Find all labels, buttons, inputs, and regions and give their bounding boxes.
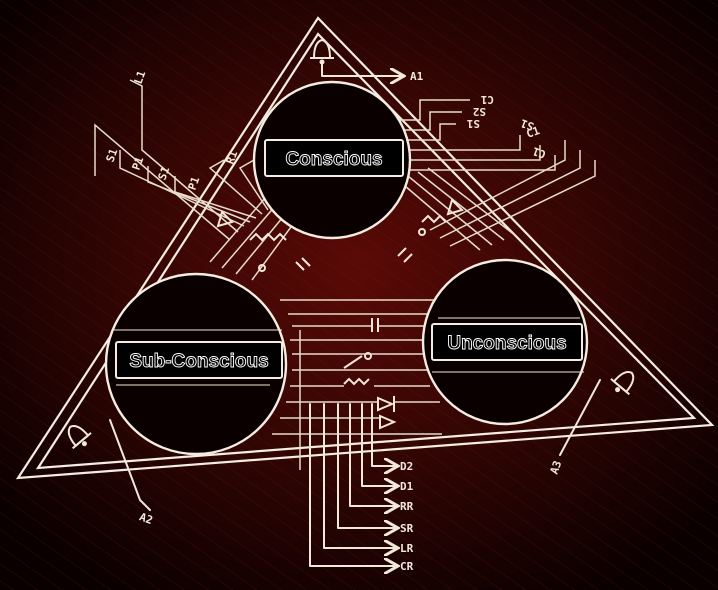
triangle-frame [15, 16, 715, 480]
middle-wires [272, 299, 442, 435]
terminal-label: S1 [104, 147, 121, 164]
conscious-label: Conscious [285, 149, 382, 170]
subconscious-label: Sub-Conscious [129, 351, 268, 372]
terminal-label: RR [400, 500, 414, 513]
left-wires [94, 79, 269, 241]
bell-icon [310, 38, 334, 65]
unconscious-label-box [431, 323, 583, 361]
terminal-label: A1 [410, 70, 424, 83]
right-wires [429, 140, 596, 247]
bell-icon [67, 424, 92, 450]
terminal-label: C1 [480, 93, 494, 106]
terminal-label: P1 [130, 155, 147, 172]
unconscious-label: Unconscious [447, 333, 566, 354]
terminal-label: S1 [466, 117, 480, 130]
bell-icon [610, 370, 635, 396]
terminal-label: SR [400, 522, 414, 535]
wire-a3 [559, 379, 601, 456]
terminal-label: D1 [400, 480, 414, 493]
components [216, 198, 464, 430]
terminal-label: S1 [156, 165, 173, 182]
terminal-label: L1 [132, 69, 149, 86]
subconscious-label-box [115, 341, 283, 379]
terminal-label: CR [400, 560, 414, 573]
terminal-label: A3 [548, 459, 565, 476]
terminal-label: P1 [186, 175, 203, 192]
wire-a2 [109, 419, 151, 511]
terminal-label: LR [400, 542, 414, 555]
terminal-label: C1 [531, 144, 548, 161]
conscious-label-box [264, 139, 404, 177]
terminal-label: R1 [224, 149, 241, 166]
terminal-label: S1 [519, 116, 536, 133]
terminal-label: D2 [400, 460, 413, 473]
terminal-label: A2 [138, 510, 155, 527]
terminal-label: C1 [525, 124, 542, 141]
terminal-label: S2 [473, 105, 486, 118]
bottom-wires [299, 330, 396, 566]
